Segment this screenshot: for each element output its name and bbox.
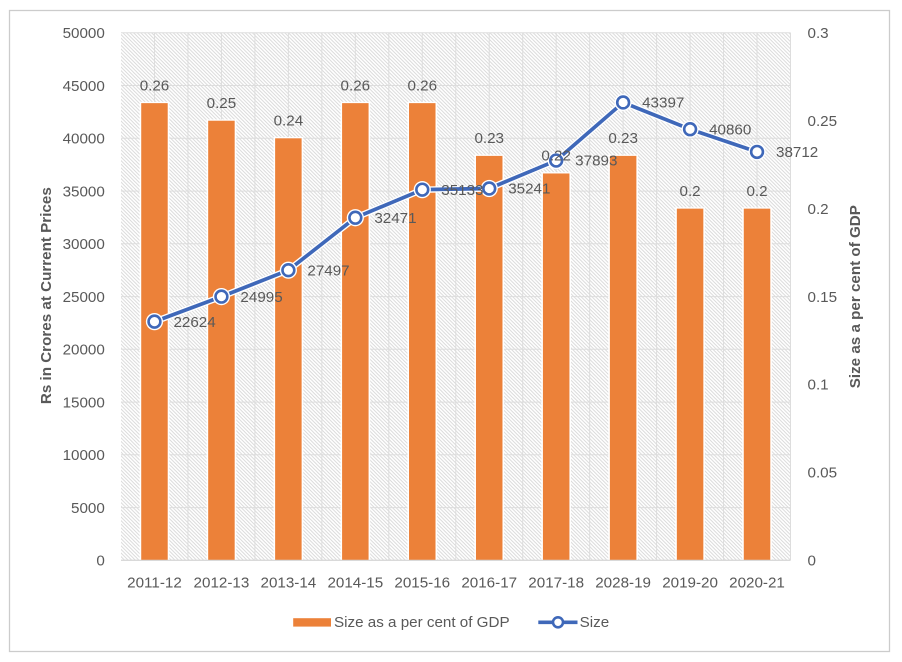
svg-text:2019-20: 2019-20 — [662, 575, 718, 592]
svg-text:2017-18: 2017-18 — [528, 575, 584, 592]
svg-text:2012-13: 2012-13 — [194, 575, 250, 592]
svg-text:38712: 38712 — [776, 144, 818, 161]
svg-text:0.2: 0.2 — [746, 183, 767, 200]
svg-text:0.15: 0.15 — [808, 289, 838, 306]
svg-text:22624: 22624 — [173, 314, 215, 331]
svg-text:20000: 20000 — [63, 342, 105, 359]
svg-text:Rs in Crores at Current Prices: Rs in Crores at Current Prices — [38, 187, 55, 404]
svg-text:40860: 40860 — [709, 121, 751, 138]
svg-text:30000: 30000 — [63, 236, 105, 253]
svg-text:0.23: 0.23 — [474, 130, 504, 147]
svg-text:24995: 24995 — [240, 289, 282, 306]
svg-text:0.25: 0.25 — [207, 95, 237, 112]
svg-text:32471: 32471 — [374, 210, 416, 227]
svg-text:25000: 25000 — [63, 289, 105, 306]
svg-text:45000: 45000 — [63, 78, 105, 95]
svg-text:37893: 37893 — [575, 153, 617, 170]
svg-text:2013-14: 2013-14 — [261, 575, 317, 592]
svg-text:27497: 27497 — [307, 262, 349, 279]
svg-text:0.26: 0.26 — [341, 77, 371, 94]
svg-text:10000: 10000 — [63, 447, 105, 464]
svg-text:2011-12: 2011-12 — [127, 575, 182, 592]
svg-text:50000: 50000 — [63, 25, 105, 42]
svg-text:43397: 43397 — [642, 95, 684, 112]
svg-text:0.05: 0.05 — [808, 465, 838, 482]
svg-text:0.1: 0.1 — [808, 377, 829, 394]
svg-text:Size as a per cent of GDP: Size as a per cent of GDP — [847, 205, 864, 388]
svg-text:35000: 35000 — [63, 183, 105, 200]
svg-text:0.2: 0.2 — [680, 183, 701, 200]
svg-text:2014-15: 2014-15 — [327, 575, 383, 592]
svg-text:0: 0 — [96, 553, 104, 570]
svg-text:35133: 35133 — [441, 182, 483, 199]
svg-text:Size as a per cent of GDP: Size as a per cent of GDP — [334, 614, 510, 631]
svg-text:0: 0 — [808, 553, 816, 570]
svg-text:2028-19: 2028-19 — [595, 575, 651, 592]
svg-text:0.26: 0.26 — [407, 77, 437, 94]
svg-text:0.26: 0.26 — [140, 77, 170, 94]
svg-text:0.24: 0.24 — [274, 113, 304, 130]
svg-text:0.22: 0.22 — [541, 148, 571, 165]
svg-text:Size: Size — [580, 614, 610, 631]
svg-text:15000: 15000 — [63, 394, 105, 411]
svg-text:0.2: 0.2 — [808, 201, 829, 218]
svg-text:0.25: 0.25 — [808, 113, 838, 130]
svg-text:2020-21: 2020-21 — [729, 575, 785, 592]
svg-text:0.3: 0.3 — [808, 25, 829, 42]
svg-text:40000: 40000 — [63, 131, 105, 148]
svg-text:5000: 5000 — [71, 500, 105, 517]
svg-text:0.23: 0.23 — [608, 130, 638, 147]
svg-text:2016-17: 2016-17 — [461, 575, 517, 592]
svg-text:35241: 35241 — [508, 181, 550, 198]
svg-text:2015-16: 2015-16 — [394, 575, 450, 592]
